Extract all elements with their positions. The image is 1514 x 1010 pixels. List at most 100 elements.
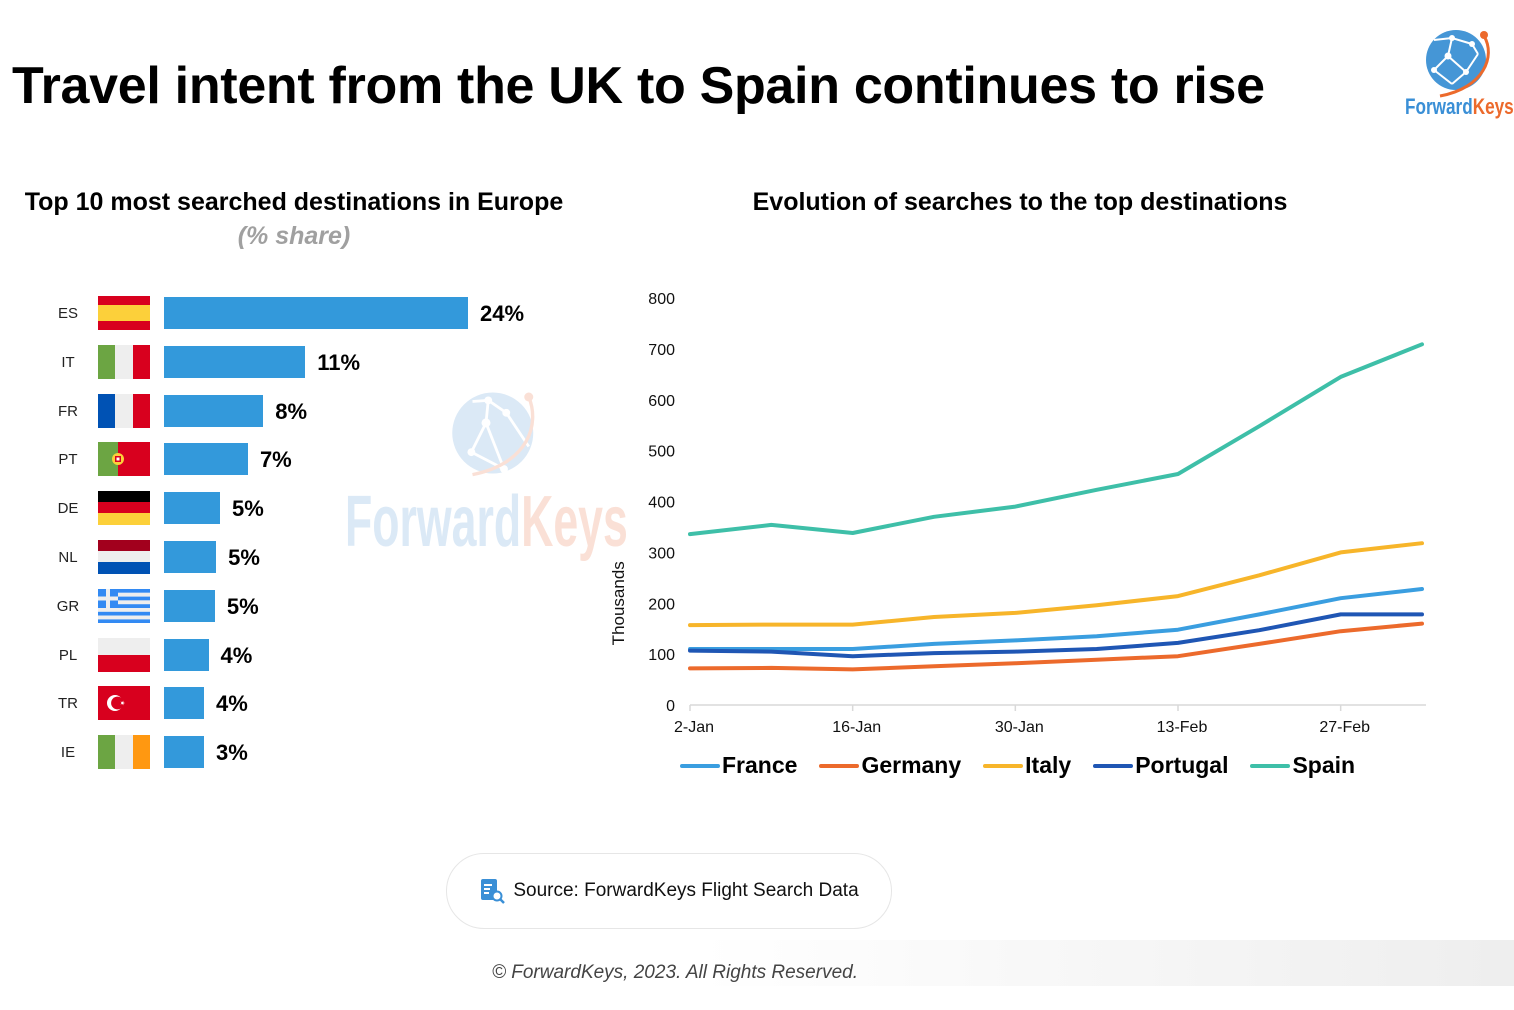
bar-value-label: 8% [275, 398, 307, 424]
bar [164, 345, 306, 378]
bar-row-tr: TR 4% [0, 686, 340, 721]
x-tick-label: 2-Jan [674, 719, 714, 736]
bar-row-pt: PT 7% [0, 442, 340, 477]
y-tick-label: 300 [648, 545, 675, 562]
legend-label: Italy [1025, 752, 1072, 778]
legend-swatch [819, 763, 860, 768]
x-tick-label: 13-Feb [1157, 719, 1208, 736]
legend-item-france: France [680, 752, 797, 779]
germany-flag-icon [98, 491, 150, 526]
bar-row-fr: FR 8% [0, 393, 340, 428]
bar-category-label: NL [58, 549, 78, 566]
y-tick-label: 400 [648, 495, 675, 512]
bar-chart-subtitle: (% share) [237, 222, 351, 250]
bar-category-label: TR [58, 695, 78, 713]
legend-label: France [722, 752, 798, 778]
copyright-text: © ForwardKeys, 2023. All Rights Reserved… [491, 962, 858, 983]
bar-value-label: 5% [226, 593, 259, 619]
x-tick-label: 16-Jan [832, 719, 881, 736]
bar-row-nl: NL 5% [0, 540, 340, 574]
bar-row-de: DE 5% [0, 491, 340, 526]
series-line-france [688, 587, 1424, 651]
legend-swatch [983, 763, 1024, 768]
legend-item-portugal: Portugal [1093, 752, 1228, 779]
spain-flag-icon [98, 296, 150, 330]
watermark-forward: Forward [345, 482, 522, 562]
line-chart-legend: France Germany Italy Portugal Spain [680, 752, 1377, 779]
bar-row-gr: GR 5% [0, 588, 340, 623]
bar-category-label: ES [57, 305, 78, 322]
bar-category-label: PT [58, 451, 78, 469]
y-tick-label: 800 [648, 291, 675, 308]
legend-label: Portugal [1135, 752, 1229, 778]
footer-shade [700, 940, 1514, 988]
bar-row-ie: IE 3% [0, 735, 340, 770]
line-chart-title: Evolution of searches to the top destina… [752, 188, 1288, 216]
y-tick-label: 500 [648, 444, 675, 461]
bar-value-label: 4% [220, 642, 253, 668]
bar-value-label: 24% [480, 301, 525, 326]
y-tick-label: 200 [648, 596, 675, 613]
logo-text-keys: Keys [1472, 94, 1514, 119]
y-tick-label: 700 [648, 342, 675, 359]
watermark-globe-icon [452, 392, 535, 477]
bar [164, 687, 204, 720]
y-tick-label: 100 [648, 647, 675, 664]
italy-flag-icon [98, 344, 150, 379]
bar-chart-title: Top 10 most searched destinations in Eur… [24, 188, 564, 216]
y-tick-label: 600 [648, 393, 675, 410]
bar-category-label: DE [57, 500, 79, 518]
series-line-portugal [688, 612, 1424, 659]
bar-value-label: 7% [259, 447, 292, 473]
legend-item-italy: Italy [983, 752, 1071, 779]
x-tick-label: 27-Feb [1319, 719, 1370, 736]
netherlands-flag-icon [98, 540, 150, 574]
y-axis-label: Thousands [609, 561, 628, 645]
bar [164, 492, 220, 525]
x-tick-label: 30-Jan [995, 719, 1044, 736]
poland-flag-icon [98, 637, 150, 672]
bar [164, 589, 215, 622]
bar-value-label: 5% [228, 545, 260, 570]
bar [164, 638, 209, 671]
bar [164, 541, 217, 573]
greece-flag-icon [98, 588, 150, 623]
source-text: Source: ForwardKeys Flight Search Data [513, 880, 859, 901]
series-line-spain [688, 342, 1424, 537]
bar-category-label: IE [60, 744, 76, 762]
bar-value-label: 5% [231, 496, 264, 522]
bar-row-es: ES 24% [0, 296, 524, 330]
bar-value-label: 11% [317, 349, 361, 375]
series-line-italy [688, 541, 1424, 628]
legend-swatch [1250, 763, 1291, 768]
turkey-flag-icon [98, 686, 150, 721]
legend-label: Germany [861, 752, 962, 778]
bar [164, 394, 264, 427]
bottom-band [0, 986, 1514, 1010]
bar [164, 736, 204, 769]
ireland-flag-icon [98, 735, 150, 770]
legend-swatch [680, 763, 720, 768]
bar-category-label: FR [58, 402, 78, 420]
globe-network-icon [1426, 30, 1490, 98]
legend-item-spain: Spain [1250, 752, 1355, 779]
watermark-text: ForwardKeys [345, 486, 628, 558]
source-badge: Source: ForwardKeys Flight Search Data [446, 853, 892, 929]
logo-text-forward: Forward [1405, 94, 1473, 119]
legend-swatch [1093, 763, 1134, 768]
bar-category-label: PL [58, 646, 78, 664]
bar-value-label: 4% [216, 691, 248, 717]
line-chart: 0 100 200 300 400 500 600 700 800 Thousands 2-Jan 1… [609, 291, 1426, 736]
series-line-germany [688, 621, 1424, 672]
france-flag-icon [98, 393, 150, 428]
y-tick-label: 0 [666, 698, 675, 715]
document-search-icon [481, 879, 506, 904]
legend-label: Spain [1292, 752, 1356, 778]
portugal-flag-icon [98, 442, 150, 477]
bar-row-it: IT 11% [0, 344, 360, 379]
watermark-keys: Keys [521, 482, 628, 562]
page-title: Travel intent from the UK to Spain conti… [12, 57, 1265, 115]
bar [164, 443, 248, 476]
legend-item-germany: Germany [819, 752, 961, 779]
bar-category-label: IT [61, 353, 75, 371]
